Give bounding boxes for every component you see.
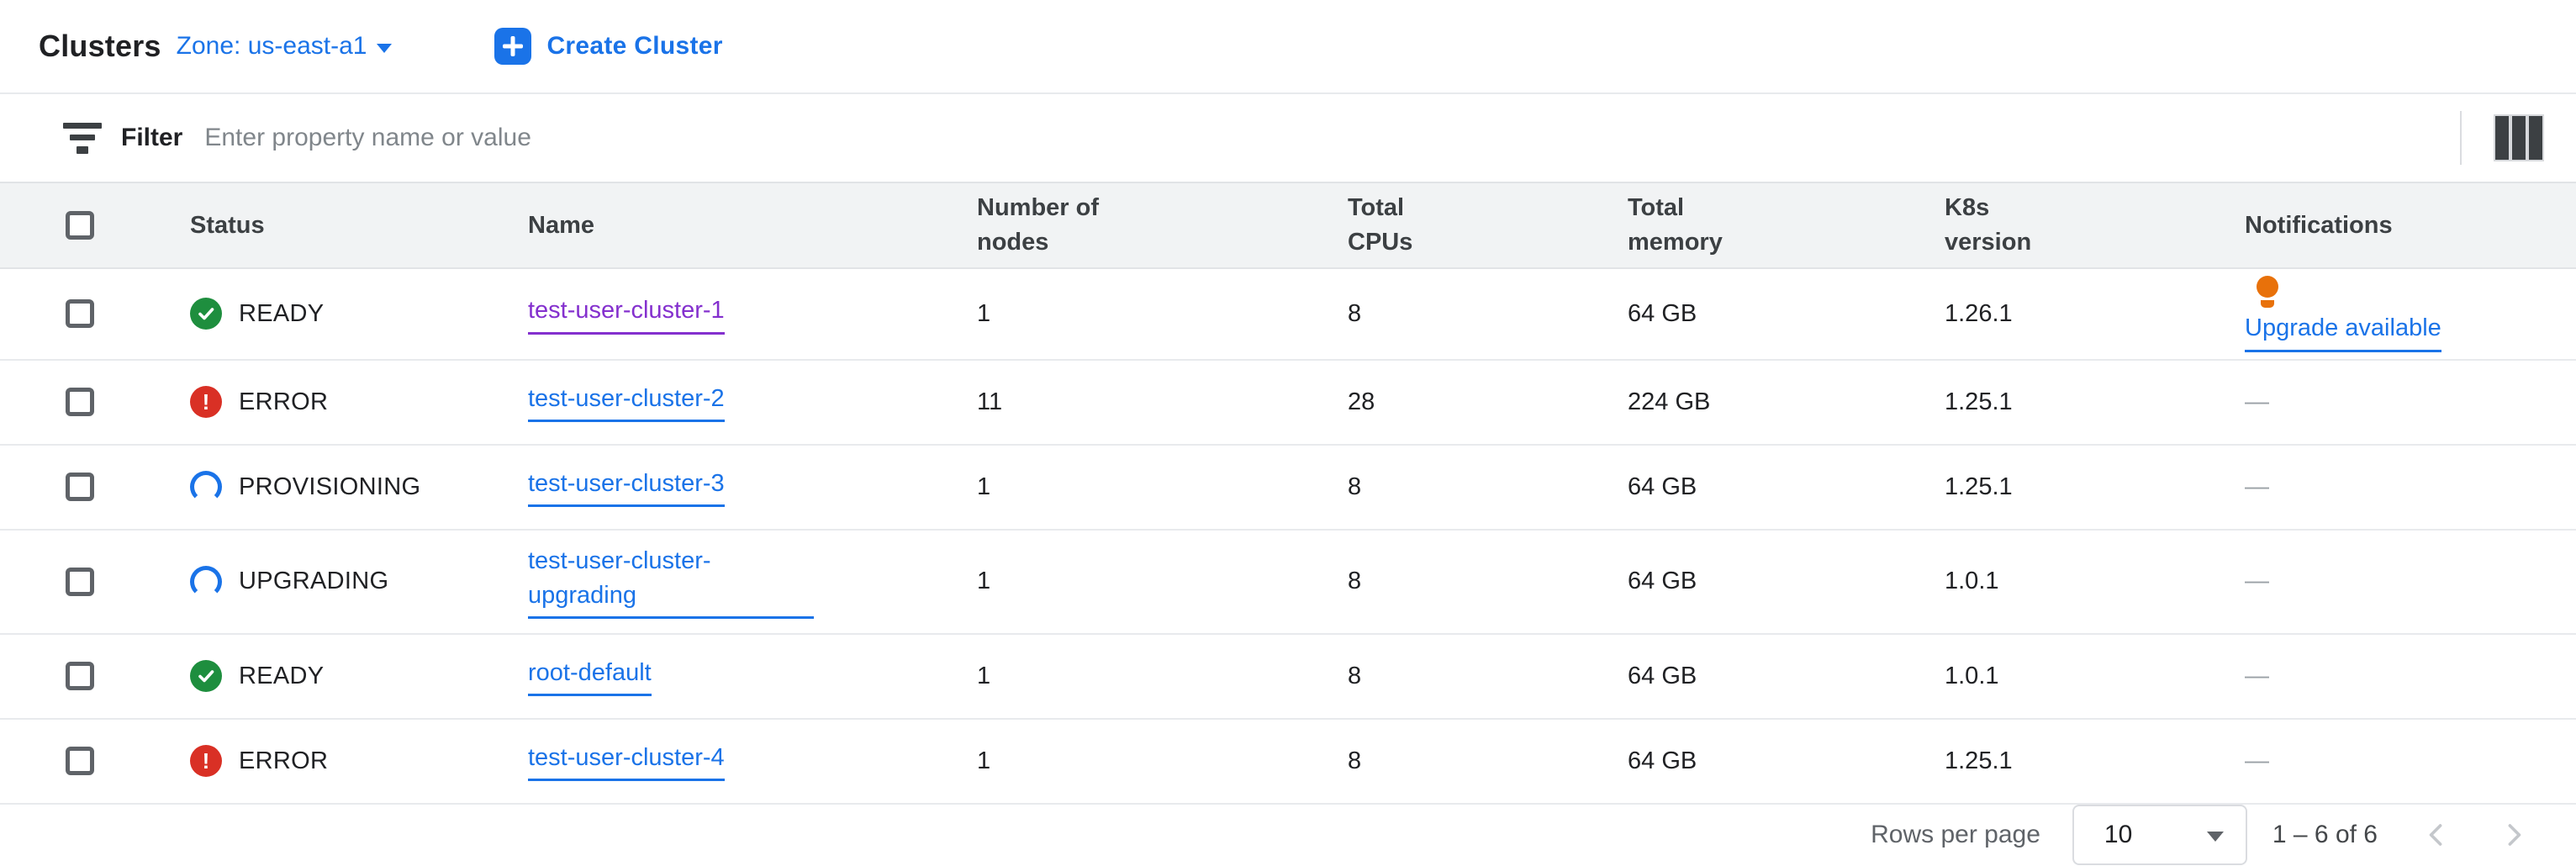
cpus-value: 28: [1348, 388, 1375, 415]
column-header-nodes: Number of nodes: [977, 194, 1099, 256]
column-header-notifications: Notifications: [2245, 211, 2393, 239]
filter-input[interactable]: [204, 124, 2443, 152]
table-row: READY root-default 1 8 64 GB 1.0.1 —: [0, 634, 2576, 720]
upgrade-available-link[interactable]: Upgrade available: [2245, 311, 2441, 352]
memory-value: 224 GB: [1628, 388, 1711, 415]
pagination-range: 1 – 6 of 6: [2272, 821, 2378, 849]
chevron-down-icon: [377, 43, 393, 53]
status-ready-icon: [190, 660, 222, 693]
create-cluster-button[interactable]: Create Cluster: [494, 28, 722, 65]
zone-selector-label: Zone: us-east-a1: [176, 32, 367, 60]
cpus-value: 8: [1348, 747, 1362, 774]
status-label: READY: [239, 299, 325, 327]
divider: [2460, 111, 2462, 165]
chevron-down-icon: [2206, 832, 2224, 842]
next-page-button[interactable]: [2495, 816, 2532, 853]
memory-value: 64 GB: [1628, 568, 1697, 595]
no-notification-dash: —: [2245, 568, 2269, 595]
table-header: Status Name Number of nodes Total CPUs T…: [0, 182, 2576, 269]
filter-icon: [62, 122, 103, 154]
status-label: UPGRADING: [239, 568, 389, 595]
column-header-status: Status: [190, 211, 265, 239]
nodes-value: 1: [977, 568, 991, 595]
nodes-value: 1: [977, 299, 991, 327]
status-label: PROVISIONING: [239, 473, 421, 500]
column-header-k8s-version: K8s version: [1945, 194, 2032, 256]
k8s-version-value: 1.25.1: [1945, 747, 2013, 774]
rows-per-page-select[interactable]: 10: [2072, 805, 2247, 866]
previous-page-button[interactable]: [2418, 816, 2455, 853]
status-spinner-icon: [190, 471, 222, 504]
column-header-memory: Total memory: [1628, 194, 1723, 256]
nodes-value: 1: [977, 662, 991, 689]
filter-label: Filter: [121, 124, 183, 151]
no-notification-dash: —: [2245, 473, 2269, 500]
row-checkbox[interactable]: [66, 747, 94, 776]
select-all-checkbox[interactable]: [66, 211, 94, 240]
cpus-value: 8: [1348, 473, 1362, 500]
status-error-icon: !: [190, 745, 222, 778]
no-notification-dash: —: [2245, 747, 2269, 774]
rows-per-page-value: 10: [2104, 821, 2133, 849]
cluster-name-link[interactable]: test-user-cluster-2: [528, 382, 725, 423]
row-checkbox[interactable]: [66, 299, 94, 329]
memory-value: 64 GB: [1628, 662, 1697, 689]
lightbulb-icon: [2257, 276, 2278, 308]
memory-value: 64 GB: [1628, 747, 1697, 774]
cluster-name-link[interactable]: test-user-cluster-1: [528, 293, 725, 335]
row-checkbox[interactable]: [66, 662, 94, 691]
no-notification-dash: —: [2245, 662, 2269, 689]
add-box-icon: [494, 28, 532, 65]
cpus-value: 8: [1348, 299, 1362, 327]
status-label: ERROR: [239, 747, 329, 774]
table-row: ! ERROR test-user-cluster-4 1 8 64 GB 1.…: [0, 719, 2576, 805]
cluster-name-link[interactable]: root-default: [528, 656, 652, 697]
table-row: READY test-user-cluster-1 1 8 64 GB 1.26…: [0, 269, 2576, 361]
table-row: UPGRADING test-user-cluster-upgrading 1 …: [0, 530, 2576, 635]
page-title: Clusters: [39, 29, 161, 63]
memory-value: 64 GB: [1628, 473, 1697, 500]
cluster-name-link[interactable]: test-user-cluster-4: [528, 741, 725, 782]
k8s-version-value: 1.25.1: [1945, 473, 2013, 500]
pagination-bar: Rows per page 10 1 – 6 of 6: [0, 805, 2576, 866]
cluster-name-link[interactable]: test-user-cluster-3: [528, 467, 725, 508]
column-display-options-button[interactable]: [2492, 113, 2546, 163]
status-ready-icon: [190, 298, 222, 330]
status-error-icon: !: [190, 386, 222, 419]
zone-selector[interactable]: Zone: us-east-a1: [177, 32, 393, 61]
filter-bar: Filter: [0, 94, 2576, 182]
row-checkbox[interactable]: [66, 473, 94, 502]
cpus-value: 8: [1348, 568, 1362, 595]
row-checkbox[interactable]: [66, 567, 94, 596]
status-label: READY: [239, 662, 325, 689]
status-spinner-icon: [190, 565, 222, 598]
cluster-name-link[interactable]: test-user-cluster-upgrading: [528, 544, 814, 620]
status-label: ERROR: [239, 388, 329, 415]
row-checkbox[interactable]: [66, 388, 94, 417]
title-bar: Clusters Zone: us-east-a1 Create Cluster: [0, 0, 2576, 92]
divider: [0, 92, 2576, 94]
table-row: PROVISIONING test-user-cluster-3 1 8 64 …: [0, 445, 2576, 531]
create-cluster-label: Create Cluster: [546, 32, 723, 60]
nodes-value: 11: [977, 388, 1003, 415]
nodes-value: 1: [977, 473, 991, 500]
table-row: ! ERROR test-user-cluster-2 11 28 224 GB…: [0, 360, 2576, 446]
k8s-version-value: 1.26.1: [1945, 299, 2013, 327]
k8s-version-value: 1.0.1: [1945, 568, 1999, 595]
column-header-cpus: Total CPUs: [1348, 194, 1413, 256]
k8s-version-value: 1.25.1: [1945, 388, 2013, 415]
nodes-value: 1: [977, 747, 991, 774]
rows-per-page-label: Rows per page: [1871, 821, 2040, 849]
column-header-name: Name: [528, 211, 594, 239]
no-notification-dash: —: [2245, 388, 2269, 415]
cpus-value: 8: [1348, 662, 1362, 689]
memory-value: 64 GB: [1628, 299, 1697, 327]
k8s-version-value: 1.0.1: [1945, 662, 1999, 689]
